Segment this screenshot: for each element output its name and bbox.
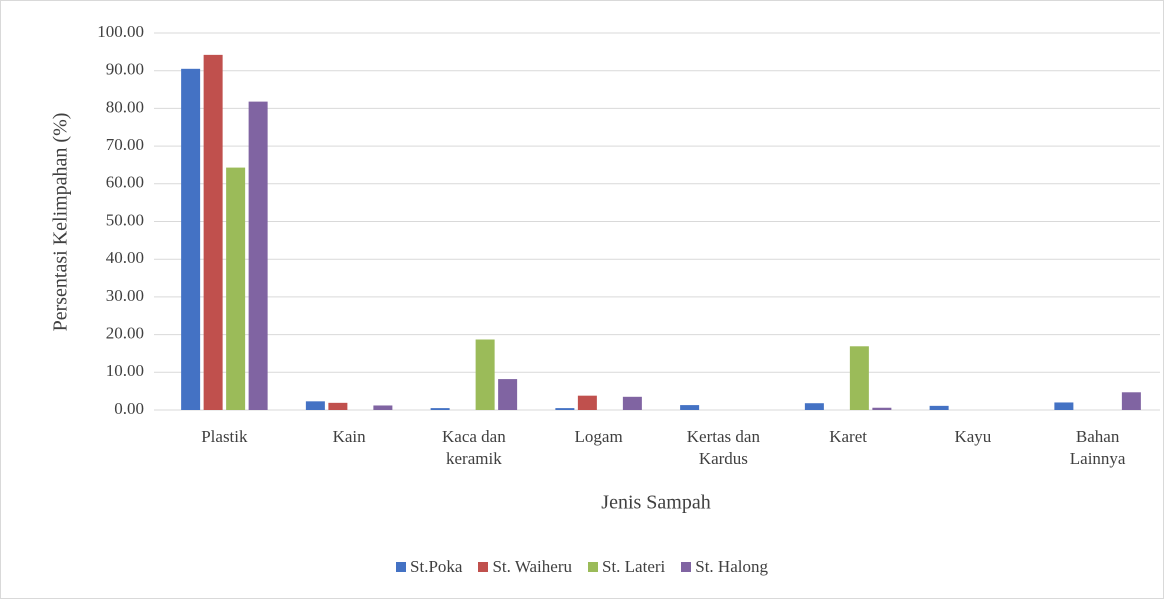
bar	[475, 339, 495, 410]
y-tick-label: 30.00	[106, 286, 144, 305]
y-axis-title: Persentasi Kelimpahan (%)	[50, 113, 72, 332]
y-tick-label: 90.00	[106, 60, 144, 79]
x-tick-label: Kain	[332, 427, 366, 446]
bar	[555, 408, 575, 410]
legend-swatch	[681, 562, 692, 572]
bar	[248, 101, 268, 410]
y-tick-label: 10.00	[106, 361, 144, 380]
bar	[305, 401, 325, 410]
bar	[1054, 402, 1074, 410]
legend-label: St. Lateri	[601, 557, 666, 576]
y-tick-label: 70.00	[106, 135, 144, 154]
bar	[929, 405, 949, 410]
bar	[804, 403, 824, 410]
x-tick-label: Kayu	[954, 427, 992, 446]
legend-swatch	[396, 562, 407, 572]
x-tick-label: Kaca dan keramik	[442, 427, 506, 468]
legend-swatch	[478, 562, 489, 572]
y-tick-label: 80.00	[106, 97, 144, 116]
bar	[680, 405, 700, 410]
legend-item: St. Waiheru	[478, 557, 572, 577]
bar	[498, 379, 518, 410]
legend-item: St. Lateri	[587, 557, 666, 577]
x-tick-label: Bahan Lainnya	[1069, 427, 1126, 468]
x-axis-title: Jenis Sampah	[601, 492, 710, 514]
legend-item: St. Halong	[681, 557, 768, 577]
bar	[226, 167, 246, 410]
bar	[181, 68, 201, 410]
x-tick-label: Kertas dan Kardus	[686, 427, 760, 468]
bar	[430, 408, 450, 410]
y-tick-label: 100.00	[97, 22, 144, 41]
y-tick-label: 60.00	[106, 173, 144, 192]
y-tick-label: 40.00	[106, 248, 144, 267]
x-tick-label: Plastik	[201, 427, 248, 446]
bar	[622, 396, 642, 410]
x-tick-label: Logam	[574, 427, 623, 446]
bar	[203, 54, 223, 411]
y-tick-label: 20.00	[106, 324, 144, 343]
bar	[1121, 392, 1141, 410]
bar	[373, 405, 393, 410]
y-tick-label: 0.00	[114, 399, 144, 418]
bar	[872, 407, 892, 410]
legend-swatch	[587, 562, 598, 572]
x-tick-label: Karet	[829, 427, 867, 446]
y-tick-label: 50.00	[106, 210, 144, 229]
legend-item: St.Poka	[396, 557, 462, 577]
bar	[328, 402, 348, 410]
bar	[577, 395, 597, 410]
legend-label: St. Waiheru	[492, 557, 572, 576]
bar	[849, 346, 869, 410]
legend-label: St.Poka	[410, 557, 463, 576]
legend: St.Poka St. Waiheru St. Lateri St. Halong	[0, 557, 1164, 577]
legend-label: St. Halong	[695, 557, 768, 576]
